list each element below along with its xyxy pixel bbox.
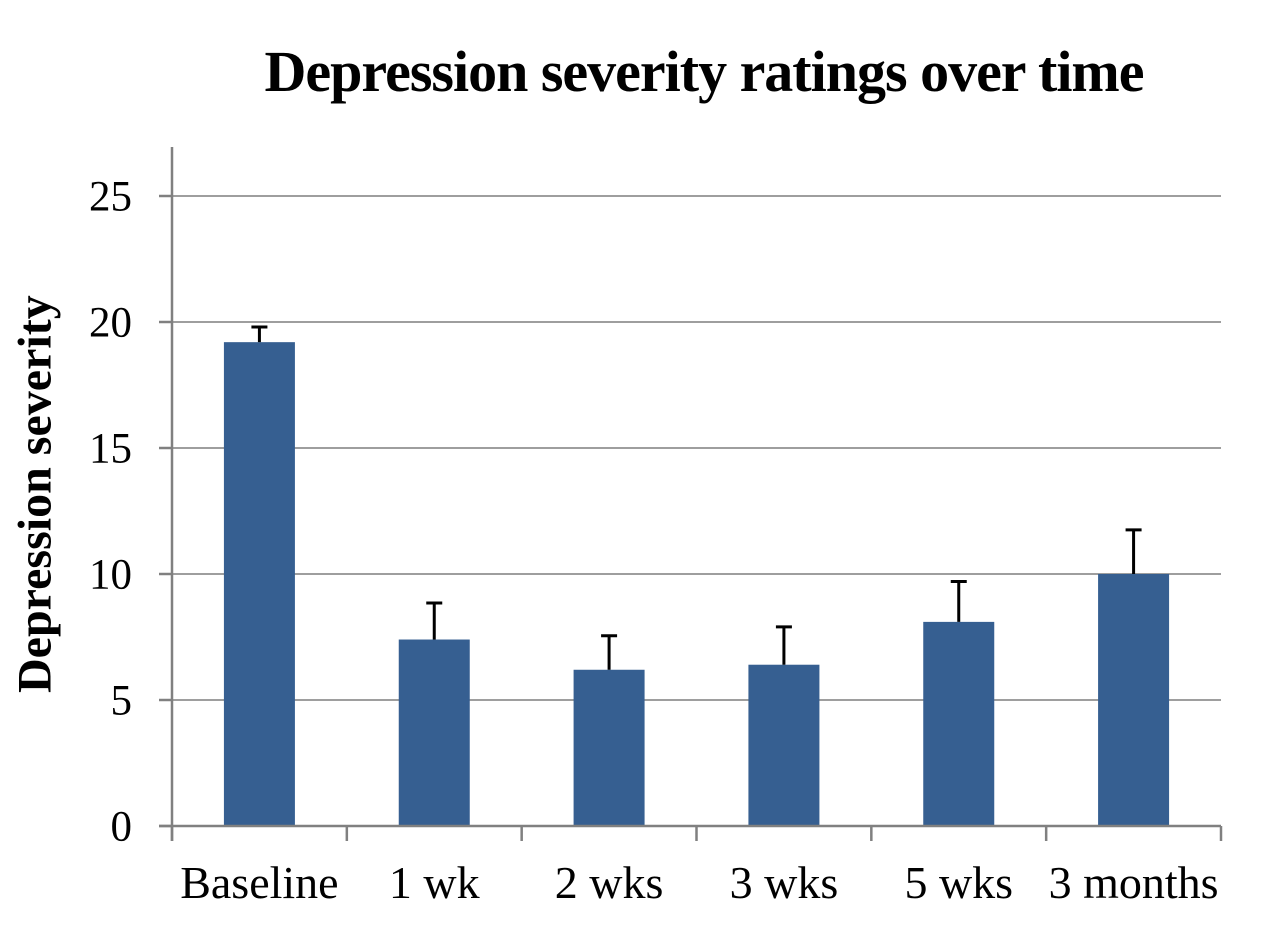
y-tick-label-15: 15 — [89, 426, 132, 473]
y-tick-label-5: 5 — [111, 678, 133, 725]
x-category-label-2-wks: 2 wks — [555, 857, 664, 908]
x-category-label-baseline: Baseline — [180, 857, 338, 908]
x-category-label-1-wk: 1 wk — [389, 857, 480, 908]
chart-title: Depression severity ratings over time — [264, 39, 1145, 104]
y-tick-label-10: 10 — [89, 552, 132, 599]
y-tick-label-20: 20 — [89, 300, 132, 347]
x-category-label-5-wks: 5 wks — [904, 857, 1013, 908]
x-category-label-3-wks: 3 wks — [730, 857, 839, 908]
y-tick-label-25: 25 — [89, 174, 132, 221]
bar-5-wks — [923, 621, 995, 826]
bar-3-months — [1098, 574, 1170, 826]
bar-baseline — [223, 342, 295, 826]
y-tick-label-0: 0 — [111, 804, 133, 851]
bar-1-wk — [398, 639, 470, 826]
bar-2-wks — [573, 669, 645, 826]
bar-3-wks — [748, 664, 820, 826]
x-category-label-3-months: 3 months — [1049, 857, 1219, 908]
